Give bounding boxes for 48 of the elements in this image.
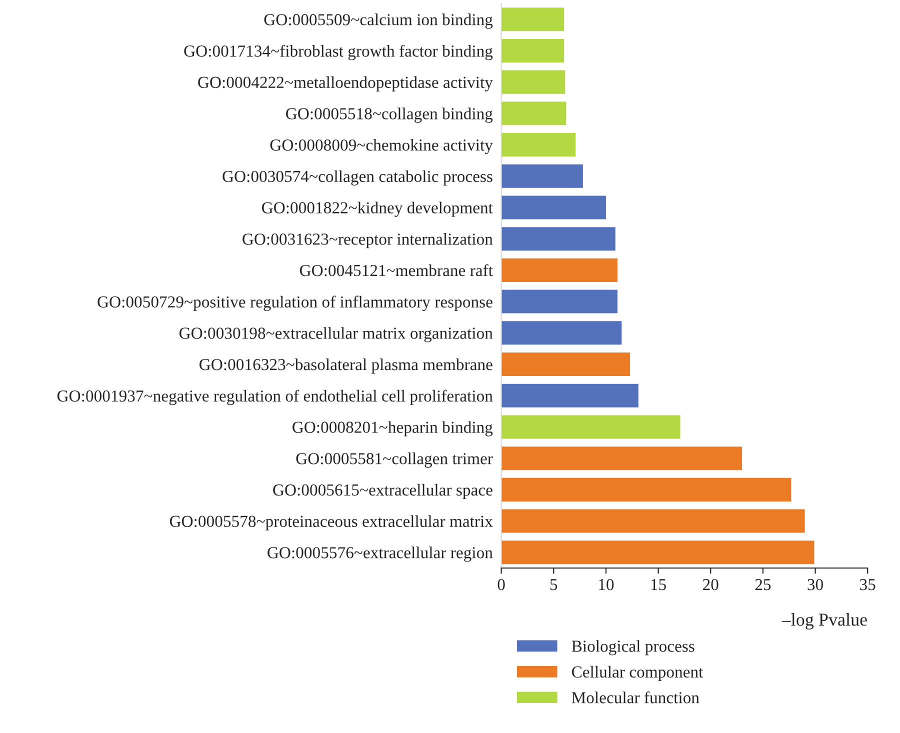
x-tick-label: 0: [498, 578, 505, 590]
y-tick-label: GO:0004222~metalloendopeptidase activity: [198, 76, 493, 92]
y-tick-label: GO:0005509~calcium ion binding: [264, 14, 493, 29]
x-tick-label: 30: [808, 578, 823, 590]
y-tick-label: GO:0008201~heparin binding: [292, 421, 493, 436]
y-tick-label: GO:0016323~basolateral plasma membrane: [200, 358, 492, 374]
bar: [501, 164, 583, 188]
x-axis-title: –log Pvalue: [782, 613, 867, 630]
legend-label: Biological process: [572, 640, 694, 656]
bar: [501, 540, 814, 564]
y-tick-label: GO:0001937~negative regulation of endothelial cell proliferation: [57, 390, 493, 406]
x-tick-label: 35: [860, 579, 876, 590]
x-tick-label: 15: [651, 579, 666, 590]
bar: [501, 509, 805, 533]
x-tick-label: 25: [755, 579, 771, 590]
y-tick-label: GO:0008009~chemokine activity: [270, 138, 493, 154]
y-tick-label: GO:0005581~collagen trimer: [296, 452, 493, 468]
y-tick-label: GO:0030574~collagen catabolic process: [222, 170, 492, 186]
y-tick-label: GO:0005576~extracellular region: [268, 546, 493, 562]
y-tick-label: GO:0005578~proteinaceous extracellular matrix: [170, 515, 493, 530]
bar: [501, 290, 618, 314]
bar: [501, 258, 618, 282]
x-tick-label: 20: [703, 578, 718, 590]
bar: [501, 227, 616, 251]
bar: [501, 133, 576, 157]
y-tick-label: GO:0005615~extracellular space: [273, 484, 492, 500]
bar: [501, 352, 630, 376]
legend-label: Molecular function: [572, 691, 700, 704]
bar: [501, 8, 564, 32]
bar: [501, 70, 566, 94]
bar: [501, 196, 606, 220]
bar: [501, 478, 792, 502]
bar: [501, 415, 680, 439]
y-tick-label: GO:0050729~positive regulation of inflammatory response: [98, 296, 492, 312]
bar: [501, 102, 566, 126]
x-tick-label: 5: [550, 579, 558, 590]
legend-label: Cellular component: [572, 666, 704, 681]
y-tick-label: GO:0045121~membrane raft: [300, 264, 493, 276]
y-tick-label: GO:0001822~kidney development: [262, 202, 493, 217]
bar: [501, 446, 742, 470]
y-tick-label: GO:0017134~fibroblast growth factor binding: [184, 44, 493, 60]
bar: [501, 38, 564, 62]
y-tick-label: GO:0005518~collagen binding: [286, 108, 493, 123]
y-tick-label: GO:0031623~receptor internalization: [242, 233, 493, 248]
y-tick-label: GO:0030198~extracellular matrix organization: [179, 327, 493, 342]
x-tick-label: 10: [599, 578, 614, 590]
bar: [501, 321, 622, 345]
bar: [501, 384, 638, 408]
